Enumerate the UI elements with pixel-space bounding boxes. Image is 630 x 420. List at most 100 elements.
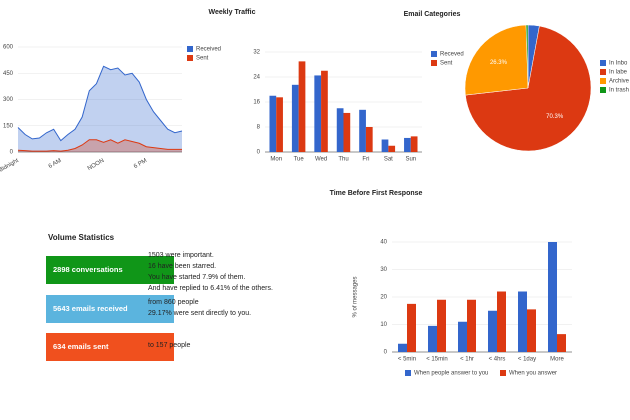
- area: [18, 139, 182, 152]
- x-tick-label: < 15min: [426, 357, 448, 363]
- x-tick-label: Thu: [338, 157, 348, 163]
- legend-label: Sent: [440, 61, 453, 67]
- legend-label: In labe: [609, 70, 628, 76]
- stat-detail: from 860 people: [148, 299, 199, 306]
- legend-swatch: [187, 55, 193, 61]
- bar: [336, 108, 344, 152]
- bar: [488, 310, 497, 352]
- bar: [398, 343, 407, 352]
- stat-detail: And have replied to 6.41% of the others.: [148, 285, 273, 292]
- chart-title: Time Before First Response: [330, 190, 423, 197]
- legend-label: Archive: [609, 79, 630, 85]
- y-tick-label: 0: [10, 150, 14, 156]
- legend-label: Received: [196, 47, 221, 53]
- stat-label: 2898 conversations: [53, 265, 123, 274]
- legend-swatch: [600, 69, 606, 75]
- y-tick-label: 8: [257, 125, 261, 131]
- bar: [298, 61, 306, 152]
- bar: [276, 97, 283, 152]
- area: [18, 66, 182, 152]
- x-tick-label: Tue: [294, 157, 305, 163]
- stat-detail: 16 have been starred.: [148, 263, 216, 270]
- x-tick-label: Mon: [270, 157, 282, 163]
- stat-box: [46, 256, 174, 284]
- bar: [388, 145, 396, 152]
- legend-swatch: [431, 51, 437, 57]
- legend-label: When you answer: [509, 371, 557, 377]
- bar: [548, 242, 557, 352]
- legend-label: Sent: [196, 56, 209, 62]
- pie-slice: [464, 24, 529, 96]
- x-tick-label: Sun: [405, 157, 416, 163]
- y-tick-label: 300: [3, 97, 14, 103]
- y-tick-label: 0: [384, 350, 388, 356]
- legend-label: In trash: [609, 88, 629, 94]
- bar: [527, 309, 536, 352]
- x-tick-label: < 1day: [518, 357, 536, 363]
- bar: [343, 112, 351, 152]
- bar: [321, 70, 328, 152]
- stat-label: 5643 emails received: [53, 304, 128, 313]
- stat-detail: 29.17% were sent directly to you.: [148, 310, 251, 317]
- bar: [269, 95, 277, 152]
- line: [17, 65, 183, 142]
- y-tick-label: 24: [253, 75, 260, 81]
- legend-swatch: [405, 370, 411, 376]
- bar: [365, 127, 373, 152]
- x-tick-label: More: [550, 357, 564, 363]
- bar: [458, 321, 467, 352]
- legend-swatch: [600, 78, 606, 84]
- chart-title: Email Categories: [404, 11, 461, 18]
- y-tick-label: 40: [380, 240, 387, 246]
- x-tick-label: < 4hrs: [489, 357, 506, 363]
- bar: [557, 334, 566, 352]
- legend-swatch: [600, 87, 606, 93]
- slice-label: 70.3%: [546, 114, 564, 120]
- y-tick-label: 600: [3, 45, 14, 51]
- y-tick-label: 30: [380, 267, 387, 273]
- legend-swatch: [187, 46, 193, 52]
- bar: [381, 139, 389, 152]
- pie-slice: [525, 24, 529, 89]
- y-tick-label: 450: [3, 71, 14, 77]
- legend-swatch: [431, 60, 437, 66]
- y-tick-label: 150: [3, 123, 14, 129]
- bar: [314, 75, 322, 152]
- y-tick-label: 32: [253, 50, 260, 56]
- x-tick-label: 6 PM: [133, 158, 148, 170]
- x-tick-label: < 5min: [398, 357, 416, 363]
- legend-label: When people answer to you: [414, 371, 488, 377]
- slice-label: 26.3%: [490, 60, 508, 66]
- x-tick-label: Sat: [384, 157, 393, 163]
- bar: [467, 299, 476, 352]
- y-tick-label: 20: [380, 295, 387, 301]
- bar: [428, 325, 437, 352]
- stat-label: 634 emails sent: [53, 342, 109, 351]
- stat-detail: You have started 7.9% of them.: [148, 274, 245, 281]
- stat-box: [46, 295, 174, 323]
- y-axis-label: % of messages: [353, 276, 359, 317]
- bar: [291, 84, 299, 152]
- legend-swatch: [600, 60, 606, 66]
- y-tick-label: 0: [257, 150, 261, 156]
- x-tick-label: Wed: [315, 157, 327, 163]
- y-tick-label: 16: [253, 100, 260, 106]
- bar: [518, 291, 527, 352]
- legend-label: Receved: [440, 52, 464, 58]
- legend-label: In Inbo: [609, 61, 628, 67]
- stat-detail: 1503 were important.: [148, 252, 214, 259]
- y-tick-label: 10: [380, 322, 387, 328]
- stat-detail: to 157 people: [148, 342, 191, 349]
- stat-box: [46, 333, 174, 361]
- legend-swatch: [500, 370, 506, 376]
- line: [17, 139, 182, 152]
- x-tick-label: Fri: [362, 157, 369, 163]
- bar: [404, 137, 411, 152]
- bar: [407, 303, 416, 352]
- chart-title: Weekly Traffic: [209, 9, 256, 16]
- bar: [497, 291, 506, 352]
- pie-slice: [465, 25, 592, 152]
- section-title: Volume Statistics: [48, 233, 115, 242]
- bar: [359, 109, 366, 152]
